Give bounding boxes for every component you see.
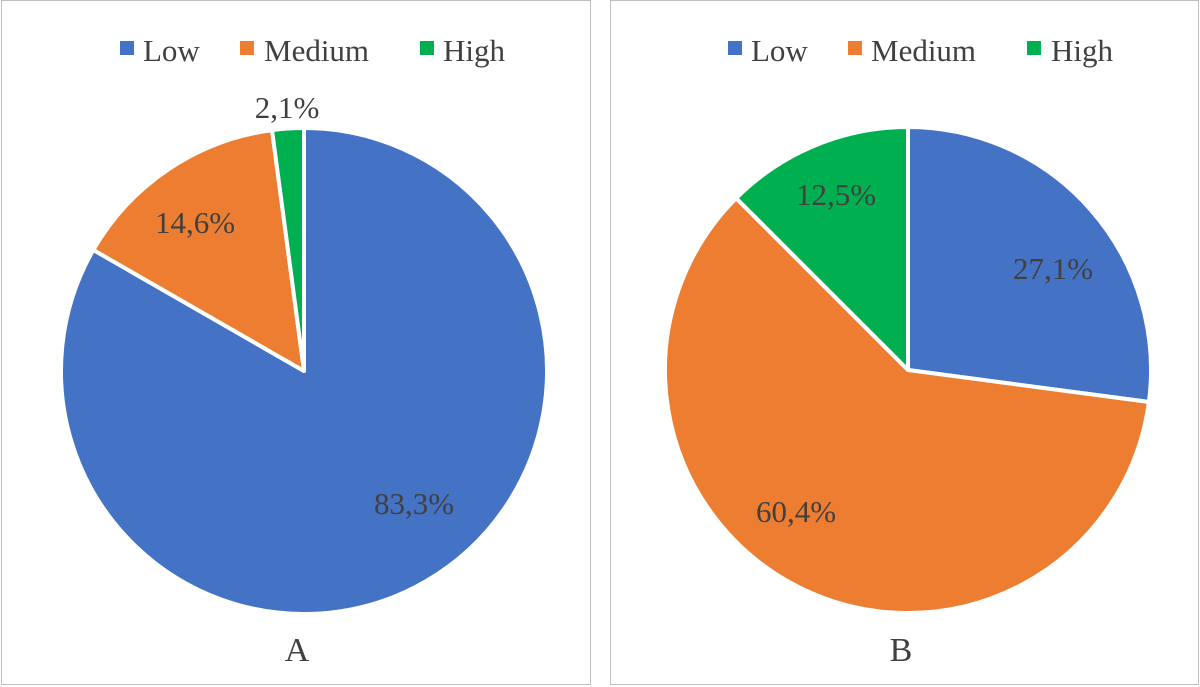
chart-panel-b: Low Medium High 27,1% 60,4% 12,5% B xyxy=(610,0,1199,685)
legend-label-low: Low xyxy=(143,33,200,68)
legend: Low Medium High xyxy=(120,33,506,68)
data-label-low: 83,3% xyxy=(374,486,454,521)
legend: Low Medium High xyxy=(728,33,1114,68)
chart-caption: B xyxy=(890,632,913,669)
pie-slices xyxy=(59,125,549,616)
data-label-medium: 60,4% xyxy=(756,494,836,529)
chart-caption: A xyxy=(285,632,310,669)
legend-swatch-medium xyxy=(240,41,254,55)
data-labels: 83,3% 14,6% 2,1% xyxy=(155,90,454,521)
pie-slice-low xyxy=(906,125,1153,404)
data-label-high: 2,1% xyxy=(255,90,320,125)
pie-chart-b: Low Medium High 27,1% 60,4% 12,5% B xyxy=(663,33,1153,669)
legend-swatch-high xyxy=(1027,41,1041,55)
legend-swatch-high xyxy=(420,41,434,55)
pie-slice-high xyxy=(734,125,910,372)
legend-swatch-low xyxy=(120,41,134,55)
data-label-medium: 14,6% xyxy=(155,205,235,240)
pie-slice-high xyxy=(270,125,306,373)
data-label-high: 12,5% xyxy=(796,177,876,212)
chart-panel-a: Low Medium High 83,3% 14,6% 2,1% A xyxy=(1,0,591,685)
legend-label-medium: Medium xyxy=(264,33,369,68)
pie-slice-medium xyxy=(663,196,1151,615)
legend-label-high: High xyxy=(1051,33,1114,68)
data-label-low: 27,1% xyxy=(1013,251,1093,286)
legend-swatch-low xyxy=(728,41,742,55)
legend-swatch-medium xyxy=(848,41,862,55)
legend-label-low: Low xyxy=(751,33,808,68)
pie-chart-a: Low Medium High 83,3% 14,6% 2,1% A xyxy=(59,33,549,669)
pie-slices xyxy=(663,125,1153,615)
pie-slice-medium xyxy=(91,128,306,373)
legend-label-high: High xyxy=(443,33,506,68)
legend-label-medium: Medium xyxy=(871,33,976,68)
data-labels: 27,1% 60,4% 12,5% xyxy=(756,177,1093,529)
